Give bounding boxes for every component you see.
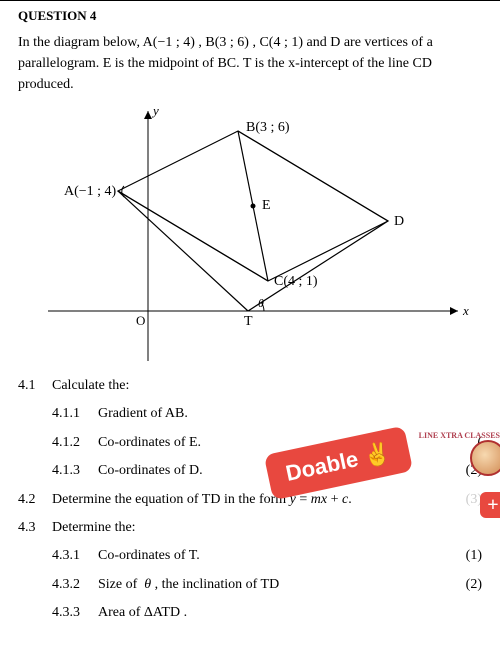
marks-4-2: (3) bbox=[452, 489, 482, 511]
text-4-1-1: Gradient of AB. bbox=[98, 403, 452, 425]
marks-4-3-1: (1) bbox=[452, 545, 482, 567]
item-4-3-2: 4.3.2 Size of θ , the inclination of TD … bbox=[18, 574, 482, 596]
diagram-svg: x y O θ A(−1 ; 4) B(3 ; 6) C(4 ; 1) D E … bbox=[18, 101, 483, 369]
point-D-label: D bbox=[394, 214, 404, 229]
item-4-1-2: 4.1.2 Co-ordinates of E. ( bbox=[18, 432, 482, 454]
side-avatar-badge[interactable] bbox=[470, 440, 500, 476]
point-E-label: E bbox=[262, 198, 271, 213]
text-4-1: Calculate the: bbox=[52, 375, 452, 397]
point-B-label: B(3 ; 6) bbox=[246, 120, 290, 135]
item-4-3: 4.3 Determine the: bbox=[18, 517, 482, 539]
sticker-text: Doable bbox=[284, 446, 361, 487]
point-A-label: A(−1 ; 4) bbox=[64, 184, 117, 199]
question-title: QUESTION 4 bbox=[18, 8, 482, 24]
origin-label: O bbox=[136, 313, 145, 328]
num-4-3-1: 4.3.1 bbox=[52, 545, 98, 567]
text-4-3-1: Co-ordinates of T. bbox=[98, 545, 452, 567]
question-body: In the diagram below, A(−1 ; 4) , B(3 ; … bbox=[18, 32, 482, 95]
item-4-1-1: 4.1.1 Gradient of AB. bbox=[18, 403, 482, 425]
num-4-3: 4.3 bbox=[18, 517, 52, 539]
num-4-2: 4.2 bbox=[18, 489, 52, 511]
num-4-3-3: 4.3.3 bbox=[52, 602, 98, 624]
item-4-3-3: 4.3.3 Area of ΔATD . bbox=[18, 602, 482, 624]
x-axis-label: x bbox=[462, 303, 469, 318]
item-4-2: 4.2 Determine the equation of TD in the … bbox=[18, 489, 482, 511]
body-line-2: parallelogram. E is the midpoint of BC. … bbox=[18, 56, 432, 92]
page-top-cut bbox=[0, 0, 500, 1]
num-4-1: 4.1 bbox=[18, 375, 52, 397]
text-4-3: Determine the: bbox=[52, 517, 452, 539]
text-4-3-3: Area of ΔATD . bbox=[98, 602, 452, 624]
marks-4-3-2: (2) bbox=[452, 574, 482, 596]
side-brand-label: LINE XTRA CLASSES bbox=[419, 432, 500, 440]
angle-theta-label: θ bbox=[258, 296, 264, 310]
text-4-3-2: Size of θ , the inclination of TD bbox=[98, 574, 452, 596]
point-C-label: C(4 ; 1) bbox=[274, 274, 318, 289]
body-line-1: In the diagram below, A(−1 ; 4) , B(3 ; … bbox=[18, 35, 433, 50]
num-4-3-2: 4.3.2 bbox=[52, 574, 98, 596]
add-button[interactable]: + bbox=[480, 492, 500, 518]
peace-hand-icon: ✌ bbox=[361, 439, 393, 470]
text-4-2: Determine the equation of TD in the form… bbox=[52, 489, 452, 511]
num-4-1-1: 4.1.1 bbox=[52, 403, 98, 425]
item-4-1-3: 4.1.3 Co-ordinates of D. (2) bbox=[18, 460, 482, 482]
num-4-1-3: 4.1.3 bbox=[52, 460, 98, 482]
item-4-1: 4.1 Calculate the: bbox=[18, 375, 482, 397]
point-T-label: T bbox=[244, 314, 253, 329]
y-axis-label: y bbox=[151, 103, 159, 118]
num-4-1-2: 4.1.2 bbox=[52, 432, 98, 454]
item-4-3-1: 4.3.1 Co-ordinates of T. (1) bbox=[18, 545, 482, 567]
geometry-diagram: x y O θ A(−1 ; 4) B(3 ; 6) C(4 ; 1) D E … bbox=[18, 101, 482, 369]
